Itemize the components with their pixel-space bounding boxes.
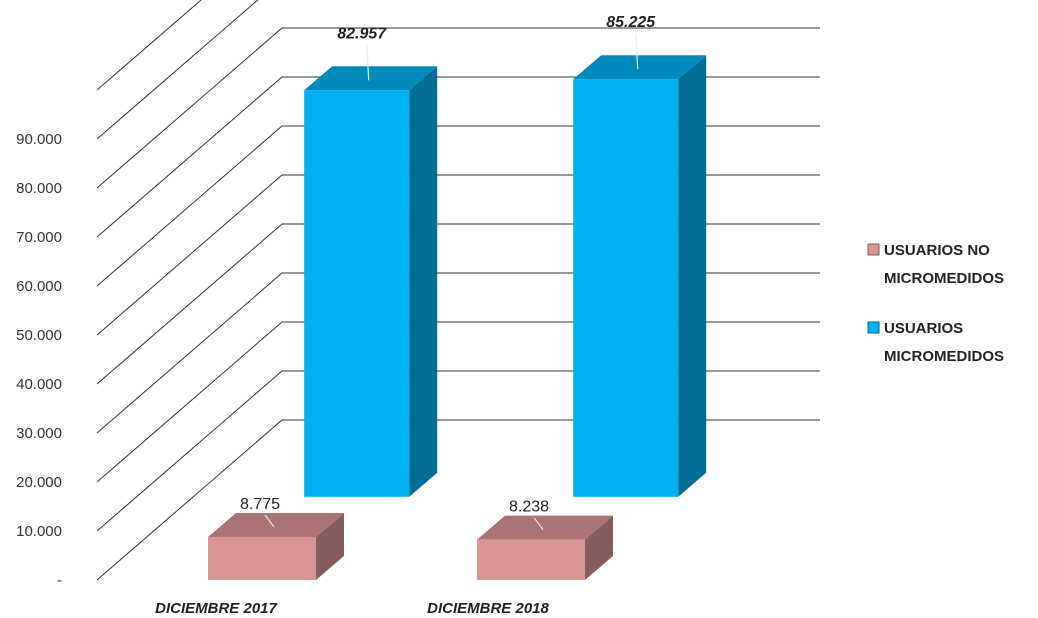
y-tick-label: 40.000 (16, 376, 62, 393)
legend-label: MICROMEDIDOS (884, 348, 1004, 365)
bar-side (409, 66, 438, 497)
value-label-leader (533, 517, 544, 530)
value-label-leader (264, 514, 275, 528)
y-axis-ticks: - 10.000 20.000 30.000 40.000 50.000 60.000 70.… (16, 131, 62, 589)
bar (208, 537, 316, 580)
legend: USUARIOS NO MICROMEDIDOS USUARIOS MICROMEDI… (867, 242, 1004, 365)
value-label: 85.225 (606, 14, 656, 31)
y-tick-label: 60.000 (16, 278, 62, 295)
grid-layer (96, 0, 820, 581)
legend-label: USUARIOS NO (884, 242, 990, 259)
gridline (96, 0, 202, 91)
x-category-label: DICIEMBRE 2017 (155, 600, 277, 617)
y-tick-label: 30.000 (16, 425, 62, 442)
bar (573, 79, 679, 497)
gridline (96, 321, 820, 483)
x-category-label: DICIEMBRE 2018 (427, 600, 549, 617)
bar-side (585, 515, 613, 580)
y-tick-label: 10.000 (16, 523, 62, 540)
bar (477, 539, 585, 580)
value-label: 82.957 (337, 25, 387, 42)
y-tick-label: 70.000 (16, 229, 62, 246)
legend-swatch (867, 243, 880, 256)
gridline (96, 0, 259, 140)
legend-label: MICROMEDIDOS (884, 270, 1004, 287)
y-tick-label: 80.000 (16, 180, 62, 197)
bar-top (208, 513, 344, 538)
value-label-leader (366, 44, 370, 81)
value-label-leader (635, 33, 639, 70)
x-axis-categories: DICIEMBRE 2017 DICIEMBRE 2018 (155, 600, 549, 617)
gridline (96, 223, 820, 385)
gridline (96, 419, 820, 581)
gridline (96, 370, 820, 532)
bar-top (304, 66, 438, 91)
bar (304, 90, 410, 497)
bar-top (477, 515, 613, 540)
legend-swatch (867, 321, 880, 334)
bars (208, 55, 707, 580)
y-tick-label: 90.000 (16, 131, 62, 148)
legend-label: USUARIOS (884, 320, 963, 337)
value-label: 8.775 (240, 496, 280, 513)
gridline (96, 174, 820, 336)
gridline (96, 272, 820, 434)
gridline (96, 27, 820, 189)
bar-side (316, 513, 344, 580)
bar-top (573, 55, 707, 80)
y-tick-label: 20.000 (16, 474, 62, 491)
bar-side (678, 55, 707, 497)
y-tick-label: - (57, 572, 62, 589)
value-label: 8.238 (509, 499, 549, 516)
gridline (96, 125, 820, 287)
gridline (96, 76, 820, 238)
y-tick-label: 50.000 (16, 327, 62, 344)
value-labels: 82.957 85.225 8.775 8.238 (240, 14, 656, 530)
